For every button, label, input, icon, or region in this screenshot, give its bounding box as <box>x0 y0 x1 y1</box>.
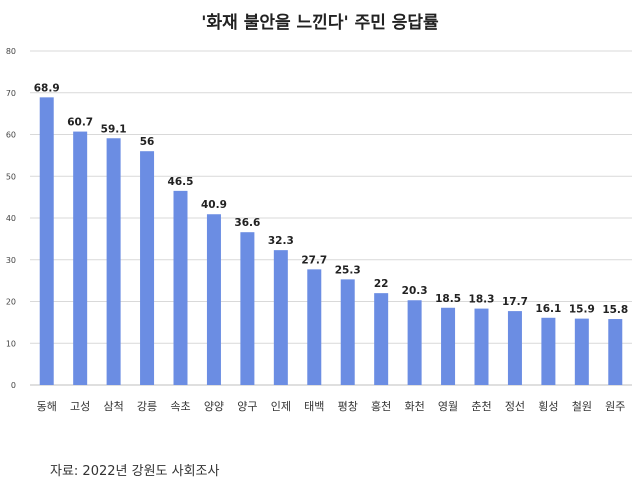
bar <box>73 131 88 385</box>
y-tick-label: 0 <box>11 381 16 390</box>
bar <box>273 250 288 385</box>
x-tick-label: 횡성 <box>538 400 558 413</box>
x-tick-label: 양구 <box>237 400 257 413</box>
data-label: 16.1 <box>535 303 561 315</box>
x-tick-label: 고성 <box>70 400 90 413</box>
bar <box>240 232 255 385</box>
data-label: 15.8 <box>602 304 628 316</box>
y-tick-label: 40 <box>6 214 16 223</box>
source-note: 자료: 2022년 강원도 사회조사 <box>50 464 220 479</box>
bar <box>340 279 355 385</box>
x-tick-label: 동해 <box>37 399 57 413</box>
bar <box>39 97 54 385</box>
y-tick-label: 30 <box>6 256 16 265</box>
bar <box>507 311 522 385</box>
bar <box>206 214 221 385</box>
bars <box>39 97 623 385</box>
bar <box>407 300 422 385</box>
data-label: 18.3 <box>469 294 495 306</box>
x-tick-label: 원주 <box>605 400 625 413</box>
x-tick-label: 강릉 <box>137 400 157 413</box>
bar <box>441 307 456 385</box>
y-tick-label: 70 <box>6 89 16 98</box>
data-label: 59.1 <box>101 123 127 135</box>
x-tick-label: 홍천 <box>371 399 391 413</box>
x-tick-label: 화천 <box>404 399 424 413</box>
x-tick-label: 태백 <box>304 400 324 413</box>
y-tick-label: 60 <box>6 131 16 140</box>
data-label: 56 <box>140 136 155 148</box>
x-tick-label: 인제 <box>271 400 291 413</box>
data-label: 46.5 <box>168 176 194 188</box>
data-label: 32.3 <box>268 235 294 247</box>
y-tick-label: 80 <box>6 47 16 56</box>
data-label: 20.3 <box>402 285 428 297</box>
x-tick-label: 영월 <box>438 400 458 413</box>
bar <box>106 138 121 385</box>
bar <box>574 318 589 385</box>
bar <box>307 269 322 385</box>
data-label: 36.6 <box>234 217 260 229</box>
data-label: 68.9 <box>34 82 60 94</box>
data-label: 25.3 <box>335 264 361 276</box>
data-label: 18.5 <box>435 293 461 305</box>
x-tick-label: 속초 <box>170 400 190 413</box>
bar <box>140 151 155 385</box>
bar <box>608 319 623 385</box>
bar <box>541 317 556 385</box>
grid-lines <box>30 50 632 344</box>
x-tick-label: 정선 <box>505 400 525 413</box>
x-tick-label: 양양 <box>204 400 224 413</box>
y-axis-ticks: 0 10 20 30 40 50 60 70 80 <box>6 47 16 390</box>
bar <box>173 190 188 385</box>
data-label: 15.9 <box>569 304 595 316</box>
data-label: 60.7 <box>67 117 93 129</box>
data-label: 27.7 <box>301 254 327 266</box>
bar <box>374 293 389 385</box>
x-tick-label: 철원 <box>572 400 592 413</box>
y-tick-label: 50 <box>6 172 16 181</box>
y-tick-label: 20 <box>6 298 16 307</box>
data-label: 17.7 <box>502 296 528 308</box>
bar <box>474 308 489 385</box>
data-label: 22 <box>374 278 389 290</box>
data-labels: 68.9 60.7 59.1 56 46.5 40.9 36.6 32.3 27.7 25.3 22… <box>34 82 628 316</box>
x-tick-label: 삼척 <box>103 400 123 413</box>
data-label: 40.9 <box>201 199 227 211</box>
x-tick-label: 평창 <box>338 400 358 413</box>
x-tick-label: 춘천 <box>471 399 491 413</box>
x-axis-ticks: 동해 고성 삼척 강릉 속초 양양 양구 인제 태백 평창 홍천 화천 영월 춘천 정선 횡성 철원 원주 <box>37 399 626 413</box>
chart-title: '화재 불안을 느낀다' 주민 응답률 <box>201 13 439 33</box>
y-tick-label: 10 <box>6 339 16 348</box>
